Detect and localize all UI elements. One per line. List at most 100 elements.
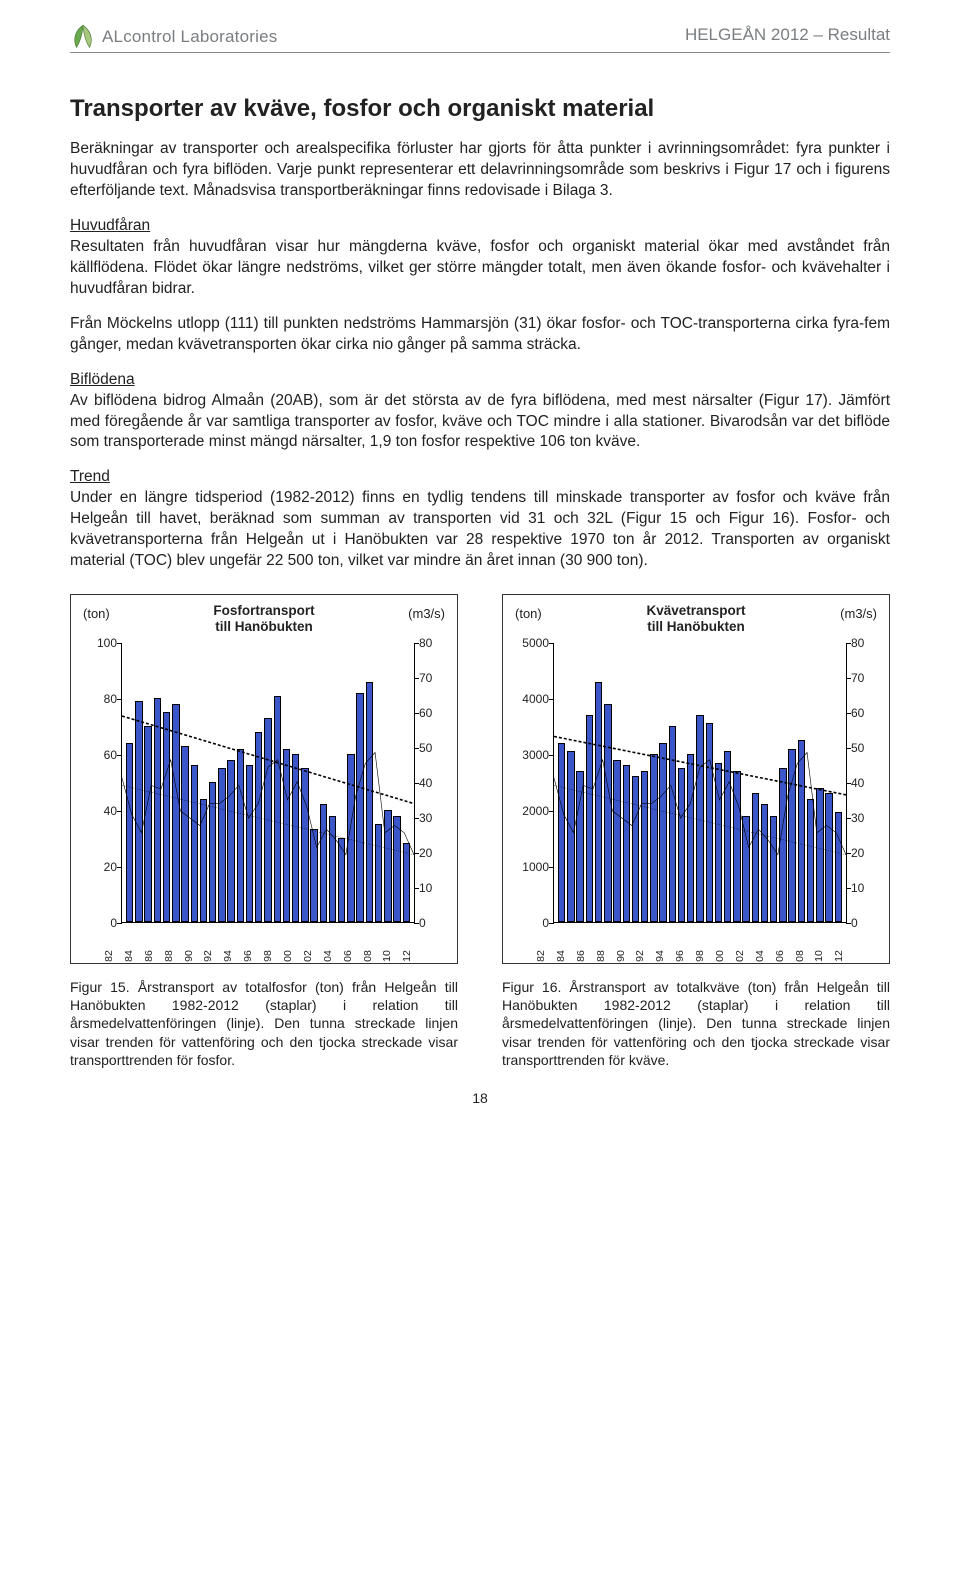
bar <box>384 810 391 922</box>
bar <box>761 804 768 921</box>
bar <box>687 754 694 921</box>
y-tick-right: 10 <box>419 879 432 895</box>
huvudfaran-heading: Huvudfåran <box>70 217 150 234</box>
bar <box>181 746 188 922</box>
bar <box>320 804 327 921</box>
bar <box>301 768 308 921</box>
unit-right: (m3/s) <box>840 605 877 623</box>
fosfor-chart: (ton) (m3/s) Fosfortransporttill Hanöbukte… <box>70 594 458 964</box>
bar <box>696 715 703 921</box>
y-tick-right: 50 <box>419 739 432 755</box>
unit-left: (ton) <box>83 605 110 623</box>
y-tick-left: 1000 <box>522 858 549 874</box>
bar <box>403 843 410 921</box>
y-tick-right: 70 <box>419 669 432 685</box>
biflodena-section: Biflödena Av biflödena bidrog Almaån (20… <box>70 370 890 454</box>
bar <box>347 754 354 921</box>
y-tick-right: 80 <box>419 634 432 650</box>
y-tick-right: 30 <box>851 809 864 825</box>
bar <box>135 701 142 921</box>
bar <box>788 749 795 922</box>
chart-title: Kvävetransporttill Hanöbukten <box>646 603 745 634</box>
caption-figur-16: Figur 16. Årstransport av totalkväve (to… <box>502 978 890 1069</box>
huvudfaran-section: Huvudfåran Resultaten från huvudfåran vi… <box>70 216 890 300</box>
y-tick-right: 60 <box>419 704 432 720</box>
bar <box>798 740 805 921</box>
bar <box>154 698 161 921</box>
bar <box>733 771 740 922</box>
bar <box>246 765 253 921</box>
huvudfaran-p2: Från Möckelns utlopp (111) till punkten … <box>70 314 890 356</box>
bar <box>558 743 565 922</box>
bar <box>816 788 823 922</box>
y-tick-left: 20 <box>104 858 117 874</box>
document-reference: HELGEÅN 2012 – Resultat <box>685 24 890 47</box>
biflodena-p: Av biflödena bidrog Almaån (20AB), som ä… <box>70 392 890 451</box>
bar <box>126 743 133 922</box>
bar <box>191 765 198 921</box>
bar <box>292 754 299 921</box>
bar <box>375 824 382 922</box>
bar <box>641 771 648 922</box>
bar <box>200 799 207 922</box>
y-tick-right: 10 <box>851 879 864 895</box>
y-tick-right: 40 <box>851 774 864 790</box>
y-tick-left: 2000 <box>522 802 549 818</box>
bar <box>632 776 639 921</box>
bar <box>659 743 666 922</box>
bar <box>274 696 281 922</box>
bar <box>595 682 602 922</box>
huvudfaran-p1: Resultaten från huvudfåran visar hur män… <box>70 238 890 297</box>
bar <box>356 693 363 922</box>
chart-title: Fosfortransporttill Hanöbukten <box>213 603 314 634</box>
intro-paragraph: Beräkningar av transporter och arealspec… <box>70 139 890 202</box>
x-tick: 12 <box>400 950 434 962</box>
bar <box>604 704 611 922</box>
bar <box>227 760 234 922</box>
y-tick-right: 50 <box>851 739 864 755</box>
page-header: ALcontrol Laboratories HELGEÅN 2012 – Re… <box>70 24 890 53</box>
y-tick-left: 80 <box>104 690 117 706</box>
bar <box>255 732 262 922</box>
bar <box>807 799 814 922</box>
leaf-logo-icon <box>70 24 96 50</box>
bar <box>144 726 151 921</box>
bar <box>218 768 225 921</box>
y-tick-left: 60 <box>104 746 117 762</box>
y-tick-right: 60 <box>851 704 864 720</box>
bar <box>567 751 574 921</box>
bar <box>209 782 216 922</box>
y-tick-right: 40 <box>419 774 432 790</box>
biflodena-heading: Biflödena <box>70 371 135 388</box>
y-tick-left: 100 <box>97 634 117 650</box>
trend-heading: Trend <box>70 468 110 485</box>
bar <box>366 682 373 922</box>
unit-right: (m3/s) <box>408 605 445 623</box>
bar <box>576 771 583 922</box>
bar <box>264 718 271 922</box>
bar <box>329 816 336 922</box>
y-tick-left: 4000 <box>522 690 549 706</box>
bar <box>613 760 620 922</box>
y-tick-right: 20 <box>851 844 864 860</box>
bar <box>724 751 731 921</box>
bar <box>669 726 676 921</box>
y-tick-left: 40 <box>104 802 117 818</box>
captions-row: Figur 15. Årstransport av totalfosfor (t… <box>70 978 890 1069</box>
bar <box>752 793 759 921</box>
bar <box>650 754 657 921</box>
bar <box>338 838 345 922</box>
y-tick-right: 20 <box>419 844 432 860</box>
bar <box>742 816 749 922</box>
bar <box>835 812 842 922</box>
bar <box>623 765 630 921</box>
page-number: 18 <box>70 1089 890 1108</box>
caption-figur-15: Figur 15. Årstransport av totalfosfor (t… <box>70 978 458 1069</box>
trend-section: Trend Under en längre tidsperiod (1982-2… <box>70 467 890 572</box>
company-name: ALcontrol Laboratories <box>102 26 277 49</box>
charts-row: (ton) (m3/s) Fosfortransporttill Hanöbukte… <box>70 594 890 964</box>
x-tick: 12 <box>832 950 866 962</box>
bar <box>310 829 317 921</box>
bar <box>172 704 179 922</box>
bar <box>706 723 713 921</box>
